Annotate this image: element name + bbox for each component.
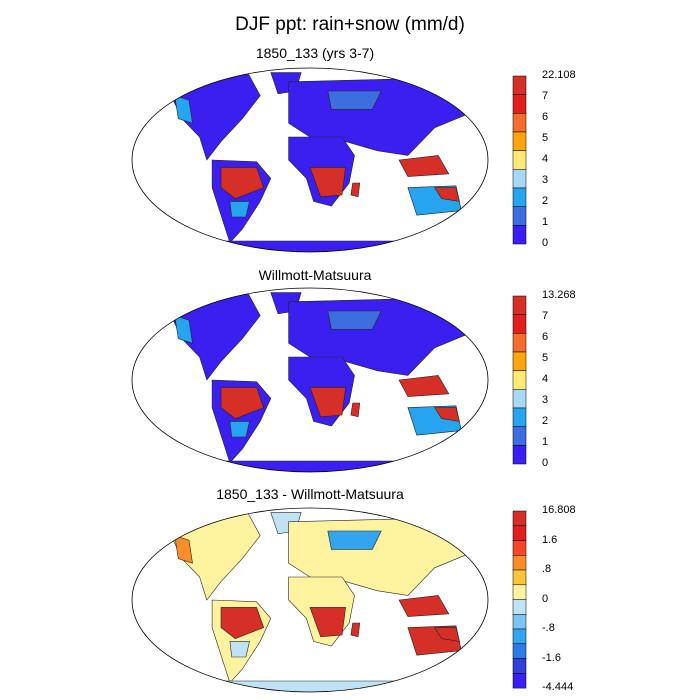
colorbar-swatch bbox=[512, 584, 527, 600]
colorbar-label: 6 bbox=[542, 331, 549, 343]
panel-3-title: 1850_133 - Willmott-Matsuura bbox=[216, 486, 404, 502]
colorbar-swatch bbox=[512, 131, 527, 151]
world-map-2 bbox=[131, 287, 489, 473]
australia-north bbox=[434, 187, 460, 202]
sa-amazon bbox=[220, 167, 265, 199]
colorbar-label: 5 bbox=[542, 132, 549, 144]
colorbar-swatch bbox=[512, 225, 527, 245]
australia-north bbox=[434, 407, 460, 422]
colorbar-label: 1.6 bbox=[542, 533, 558, 546]
na-west-coast bbox=[174, 95, 193, 124]
colorbar-label: 13.268 bbox=[542, 289, 576, 301]
colorbar-swatch bbox=[512, 445, 527, 465]
colorbar-swatch bbox=[512, 75, 527, 95]
colorbar-label: 2 bbox=[542, 415, 549, 427]
indonesia bbox=[398, 155, 450, 177]
indonesia bbox=[398, 375, 450, 397]
colorbar-swatch bbox=[512, 295, 527, 315]
madagascar bbox=[350, 622, 361, 638]
colorbar-label: 4 bbox=[542, 153, 549, 165]
colorbar-swatch bbox=[512, 426, 527, 446]
colorbar-label: 0 bbox=[542, 457, 549, 469]
colorbar-swatch bbox=[512, 614, 527, 630]
colorbar-swatch bbox=[512, 206, 527, 226]
antarctica bbox=[171, 240, 449, 252]
australia-north bbox=[434, 627, 460, 642]
asia-interior bbox=[327, 310, 382, 330]
colorbar-swatch bbox=[512, 658, 527, 674]
africa-south-wet bbox=[309, 167, 346, 198]
colorbar-label: 3 bbox=[542, 174, 549, 186]
colorbar-label: -1.6 bbox=[542, 651, 561, 664]
map-border bbox=[131, 67, 489, 253]
colorbar-swatch bbox=[512, 314, 527, 334]
colorbar-swatch bbox=[512, 643, 527, 659]
panel-1-title: 1850_133 (yrs 3-7) bbox=[255, 45, 375, 61]
na-west-coast bbox=[174, 315, 193, 344]
colorbar-swatch bbox=[512, 370, 527, 390]
sa-south bbox=[229, 201, 250, 218]
asia-interior bbox=[327, 530, 382, 550]
colorbar-1 bbox=[512, 75, 527, 245]
colorbar-2 bbox=[512, 295, 527, 465]
colorbar-swatch bbox=[512, 569, 527, 586]
sa-amazon bbox=[220, 387, 265, 419]
map-border bbox=[131, 507, 489, 693]
colorbar-label: -.8 bbox=[542, 622, 555, 634]
world-map-1 bbox=[131, 67, 489, 253]
panel-2-title: Willmott-Matsuura bbox=[258, 267, 372, 283]
colorbar-label: 0 bbox=[542, 237, 549, 249]
sa-amazon bbox=[220, 607, 265, 639]
map-border bbox=[131, 287, 489, 473]
colorbar-label: -4.444 bbox=[542, 681, 574, 693]
indonesia bbox=[398, 595, 450, 617]
colorbar-swatch bbox=[512, 113, 527, 133]
colorbar-swatch bbox=[512, 94, 527, 114]
colorbar-label: 4 bbox=[542, 373, 549, 385]
colorbar-swatch bbox=[512, 389, 527, 409]
africa-south-wet bbox=[309, 607, 346, 638]
colorbar-label: 7 bbox=[542, 310, 549, 322]
colorbar-swatch bbox=[512, 628, 527, 645]
colorbar-swatch bbox=[512, 673, 527, 689]
colorbar-swatch bbox=[512, 351, 527, 371]
colorbar-label: 1 bbox=[542, 216, 549, 228]
colorbar-label: 6 bbox=[542, 111, 549, 123]
madagascar bbox=[350, 182, 361, 198]
colorbar-swatch bbox=[512, 540, 527, 556]
colorbar-swatch bbox=[512, 599, 527, 615]
colorbar-label: 3 bbox=[542, 394, 549, 406]
colorbar-3 bbox=[512, 510, 527, 689]
colorbar-label: 22.108 bbox=[542, 69, 576, 81]
colorbar-label: .8 bbox=[542, 563, 552, 575]
colorbar-label: 2 bbox=[542, 195, 549, 207]
colorbar-swatch bbox=[512, 333, 527, 353]
colorbar-swatch bbox=[512, 407, 527, 427]
figure-title: DJF ppt: rain+snow (mm/d) bbox=[235, 14, 465, 35]
antarctica bbox=[171, 460, 449, 472]
madagascar bbox=[350, 402, 361, 418]
colorbar-label: 16.808 bbox=[542, 504, 576, 516]
sa-south bbox=[229, 641, 250, 658]
asia-interior bbox=[327, 90, 382, 110]
colorbar-label: 5 bbox=[542, 352, 549, 364]
world-map-3 bbox=[131, 507, 489, 693]
colorbar-swatch bbox=[512, 187, 527, 207]
colorbar-label: 0 bbox=[542, 592, 549, 605]
na-west-coast bbox=[174, 535, 193, 564]
colorbar-label: 7 bbox=[542, 90, 549, 102]
colorbar-swatch bbox=[512, 510, 527, 527]
colorbar-swatch bbox=[512, 150, 527, 170]
colorbar-swatch bbox=[512, 169, 527, 189]
colorbar-swatch bbox=[512, 555, 527, 571]
africa-south-wet bbox=[309, 387, 346, 418]
colorbar-swatch bbox=[512, 525, 527, 541]
colorbar-label: 1 bbox=[542, 436, 549, 448]
sa-south bbox=[229, 421, 250, 438]
antarctica bbox=[171, 680, 449, 692]
